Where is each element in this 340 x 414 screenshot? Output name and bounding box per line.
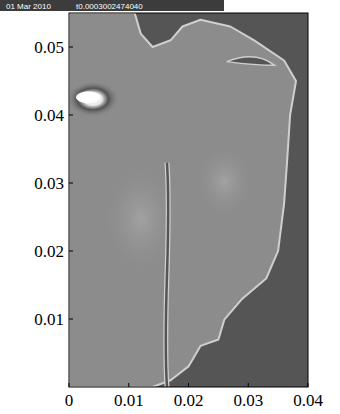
region bbox=[192, 141, 256, 221]
chart: 01 Mar 2010 t0.0003002474040 0 0.01 0.02 0.03… bbox=[0, 0, 340, 414]
x-tick bbox=[128, 383, 129, 387]
sulcus bbox=[166, 163, 169, 387]
background bbox=[69, 13, 308, 387]
y-tick-label: 0.04 bbox=[34, 106, 64, 125]
tissue bbox=[69, 13, 296, 387]
x-tick-label: 0 bbox=[65, 391, 74, 410]
x-tick bbox=[188, 383, 189, 387]
notch bbox=[227, 57, 275, 66]
x-tick bbox=[308, 383, 309, 387]
title: 01 Mar 2010 bbox=[6, 2, 51, 11]
header-bar bbox=[0, 0, 224, 11]
hot-core bbox=[76, 91, 100, 103]
x-tick-label: 0.03 bbox=[233, 391, 263, 410]
frame bbox=[69, 13, 308, 387]
plot-area bbox=[69, 13, 308, 387]
x-tick-label: 0.01 bbox=[114, 391, 144, 410]
y-tick bbox=[69, 251, 73, 252]
y-tick-label: 0.05 bbox=[34, 38, 64, 57]
subtitle: t0.0003002474040 bbox=[76, 2, 143, 11]
x-tick bbox=[69, 383, 70, 387]
x-tick bbox=[248, 383, 249, 387]
y-tick-label: 0.01 bbox=[34, 310, 64, 329]
x-tick-label: 0.04 bbox=[293, 391, 323, 410]
y-tick bbox=[69, 183, 73, 184]
y-tick bbox=[69, 47, 73, 48]
y-tick-label: 0.03 bbox=[34, 174, 64, 193]
y-tick bbox=[69, 115, 73, 116]
hot-spot bbox=[69, 81, 119, 117]
y-tick bbox=[69, 319, 73, 320]
x-tick-label: 0.02 bbox=[174, 391, 204, 410]
sulcus-edge bbox=[166, 163, 169, 387]
y-tick-label: 0.02 bbox=[34, 242, 64, 261]
